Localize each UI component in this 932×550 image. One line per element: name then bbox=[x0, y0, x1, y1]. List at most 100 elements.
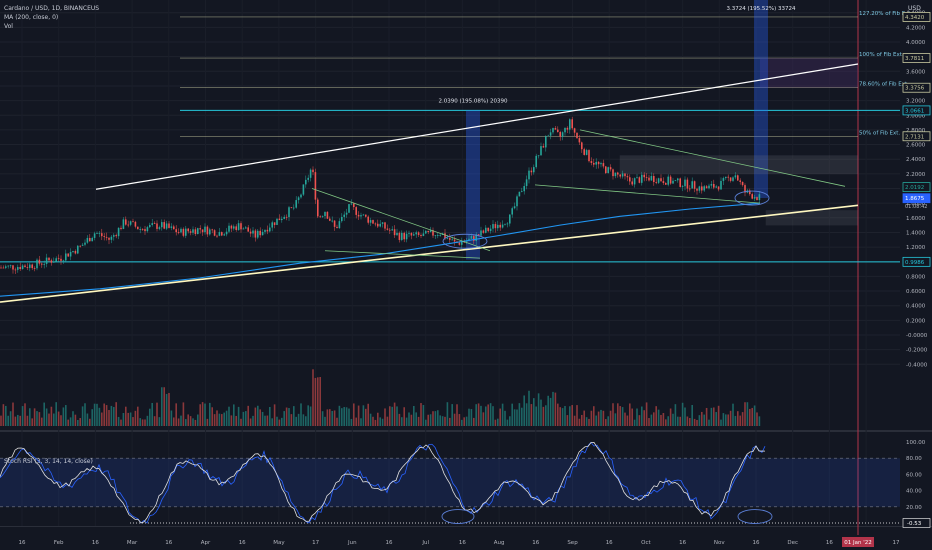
volume-bar bbox=[161, 387, 163, 426]
volume-bar bbox=[729, 410, 732, 426]
time-tick-label: 16 bbox=[679, 540, 686, 546]
candle-body bbox=[213, 230, 216, 236]
volume-bar bbox=[199, 404, 201, 426]
candle-body bbox=[444, 233, 446, 239]
volume-bar bbox=[614, 413, 617, 426]
candle-body bbox=[17, 267, 19, 270]
candle-body bbox=[641, 174, 643, 183]
volume-bar bbox=[31, 418, 33, 426]
candle-body bbox=[449, 238, 451, 240]
candle-body bbox=[137, 226, 139, 230]
volume-bar bbox=[156, 402, 158, 426]
measure-box-1 bbox=[466, 110, 480, 260]
price-tick-label: 0.8000 bbox=[906, 274, 926, 280]
price-tick-label: -0.4000 bbox=[906, 362, 928, 368]
volume-bar bbox=[681, 402, 684, 426]
ma-indicator-label[interactable]: MA (200, close, 0) bbox=[4, 14, 58, 21]
price-tick-label: 1.6000 bbox=[906, 216, 926, 222]
stoch-tick-label: 40.00 bbox=[906, 489, 922, 495]
candle-body bbox=[14, 269, 17, 271]
volume-bar bbox=[725, 414, 727, 426]
volume-bar bbox=[312, 369, 314, 426]
volume-bar bbox=[305, 416, 307, 426]
volume-bar bbox=[218, 413, 221, 426]
fib-level-label: 50% of Fib Ext. bbox=[859, 130, 900, 136]
candle-body bbox=[525, 179, 528, 187]
chart-legend: Cardano / USD, 1D, BINANCEUS MA (200, cl… bbox=[4, 5, 921, 465]
time-tick-label: Sep bbox=[567, 540, 578, 546]
candle-body bbox=[187, 228, 189, 232]
stoch-tick-label: 20.00 bbox=[906, 505, 922, 511]
candle-body bbox=[665, 183, 667, 185]
candle-body bbox=[117, 227, 120, 237]
volume-bar bbox=[410, 414, 413, 426]
candle-body bbox=[621, 173, 624, 177]
candle-body bbox=[84, 242, 86, 245]
volume-bar bbox=[518, 403, 521, 426]
candle-body bbox=[297, 197, 300, 201]
volume-bar bbox=[379, 417, 381, 426]
volume-bar bbox=[24, 403, 26, 426]
volume-bar bbox=[343, 407, 345, 426]
candle-body bbox=[254, 230, 257, 238]
volume-bar bbox=[609, 410, 612, 426]
volume-bar bbox=[509, 416, 511, 426]
volume-bar bbox=[441, 416, 444, 426]
candle-body bbox=[74, 250, 77, 254]
volume-bar bbox=[645, 402, 648, 426]
volume-bar bbox=[753, 405, 756, 426]
candle-body bbox=[127, 224, 129, 226]
volume-bar bbox=[583, 410, 585, 426]
candle-body bbox=[273, 222, 276, 225]
symbol-title[interactable]: Cardano / USD, 1D, BINANCEUS bbox=[4, 5, 99, 12]
price-candles bbox=[0, 116, 761, 275]
candle-body bbox=[153, 223, 156, 224]
candle-body bbox=[209, 229, 211, 235]
candle-body bbox=[715, 186, 717, 188]
volume-bar bbox=[125, 406, 127, 426]
volume-bar bbox=[530, 404, 533, 426]
candle-body bbox=[379, 223, 381, 227]
volume-bar bbox=[139, 418, 141, 426]
highlight-ellipse bbox=[442, 233, 488, 249]
volume-bar bbox=[257, 405, 259, 426]
candle-body bbox=[482, 230, 485, 233]
volume-bar bbox=[91, 409, 93, 426]
candle-body bbox=[89, 237, 91, 242]
candle-body bbox=[725, 176, 727, 179]
fib-level-label: 127.20% of Fib Ext. bbox=[859, 11, 913, 17]
price-tag-label: 2.7131 bbox=[905, 134, 924, 140]
volume-bars bbox=[0, 369, 761, 426]
volume-bar bbox=[57, 411, 60, 426]
date-marker-tag bbox=[842, 537, 874, 547]
stoch-ellipse bbox=[441, 509, 475, 524]
volume-bar bbox=[468, 408, 470, 426]
volume-bar bbox=[619, 406, 621, 426]
volume-bar bbox=[7, 415, 9, 426]
volume-bar bbox=[516, 409, 518, 426]
candle-body bbox=[247, 227, 249, 232]
volume-bar bbox=[422, 405, 425, 426]
candle-body bbox=[393, 229, 396, 236]
volume-bar bbox=[180, 415, 182, 426]
volume-bar bbox=[533, 398, 535, 426]
price-tag bbox=[902, 82, 931, 93]
volume-bar bbox=[713, 407, 715, 426]
volume-bar bbox=[110, 405, 113, 426]
candle-body bbox=[398, 232, 401, 240]
volume-bar bbox=[499, 408, 501, 426]
candle-body bbox=[535, 155, 537, 168]
wedge-line bbox=[579, 129, 846, 187]
volume-bar bbox=[43, 402, 45, 426]
stoch-rsi-title[interactable]: Stoch RSI (3, 3, 14, 14, close) bbox=[4, 458, 93, 465]
volume-bar bbox=[701, 411, 703, 426]
volume-bar bbox=[549, 397, 552, 426]
volume-indicator-label[interactable]: Vol bbox=[4, 23, 13, 30]
candle-body bbox=[151, 223, 153, 225]
volume-bar bbox=[689, 418, 691, 426]
candle-body bbox=[180, 228, 182, 233]
candle-body bbox=[33, 268, 36, 269]
volume-bar bbox=[153, 416, 156, 426]
candle-body bbox=[261, 231, 264, 236]
